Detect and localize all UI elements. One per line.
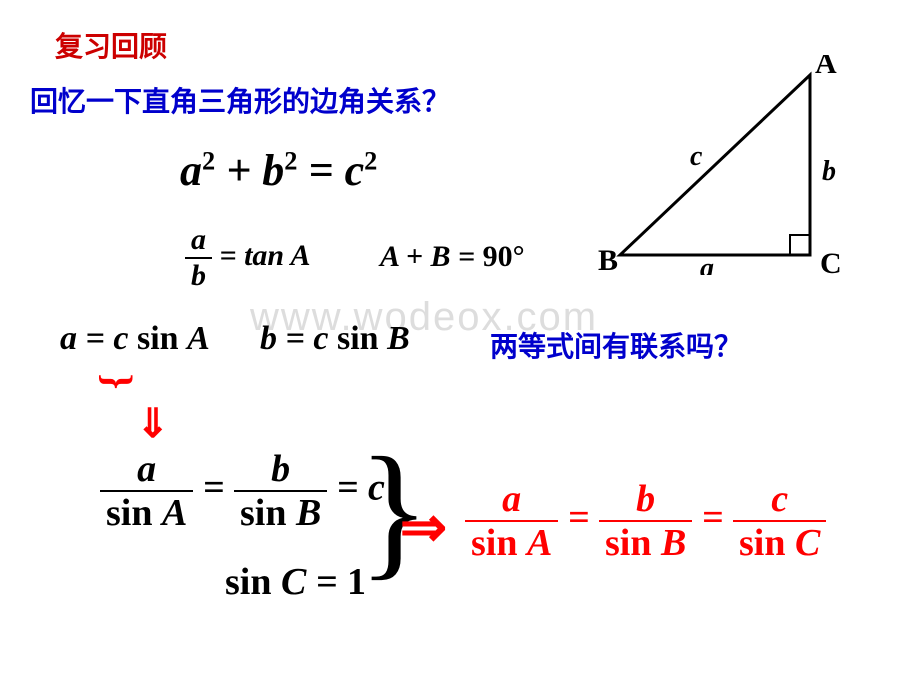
eq1: = (193, 467, 234, 509)
arrow-down-icon: ⇓ (136, 400, 170, 447)
frac-3: c sin C (733, 480, 826, 562)
eq-b-csinB: b = c sin B (260, 320, 410, 358)
num: a (100, 450, 193, 490)
eq1: = (558, 497, 599, 539)
plus: + (215, 146, 262, 195)
section-title: 复习回顾 (55, 25, 167, 65)
eq: = (77, 320, 113, 357)
var-a: a (180, 146, 202, 195)
arrow-right-icon: ⇒ (400, 495, 447, 560)
b: b (260, 320, 277, 357)
svg-text:a: a (700, 253, 714, 275)
svg-text:A: A (815, 55, 837, 80)
frac-1: a sin A (100, 450, 193, 532)
frac-2: b sin B (599, 480, 692, 562)
A: A (380, 240, 398, 273)
sq2: 2 (284, 145, 297, 175)
triangle-diagram: A B Ca b c (590, 55, 840, 275)
plus: + (398, 240, 430, 273)
den: sin C (733, 520, 826, 562)
question-1: 回忆一下直角三角形的边角关系？ (30, 80, 450, 120)
den: sin A (465, 520, 558, 562)
num: a (465, 480, 558, 520)
underbrace-icon: } (94, 374, 141, 390)
svg-text:B: B (598, 244, 618, 275)
eq-law-of-sines: a sin A = b sin B = c sin C (465, 480, 826, 562)
eq: = tan (212, 239, 291, 272)
sin: sin (128, 320, 187, 357)
frac-ab: a b (185, 225, 212, 291)
eq: = (450, 240, 482, 273)
var-b: b (262, 146, 284, 195)
sin: sin (225, 561, 281, 603)
den: sin A (100, 490, 193, 532)
num: b (599, 480, 692, 520)
eq-a-csinA: a = c sin A (60, 320, 210, 358)
frac-1: a sin A (465, 480, 558, 562)
triangle-svg: A B Ca b c (590, 55, 840, 275)
eq-chain-black: a sin A = b sin B = c (100, 450, 385, 532)
c: c (113, 320, 128, 357)
den: sin B (599, 520, 692, 562)
c: c (313, 320, 328, 357)
den-b: b (185, 257, 212, 291)
svg-text:b: b (822, 156, 836, 187)
eq-sinC-1: sin C = 1 (225, 560, 366, 604)
frac-2: b sin B (234, 450, 327, 532)
slide: www.wodeox.com 复习回顾 回忆一下直角三角形的边角关系？ a2 +… (0, 0, 920, 690)
question-2: 两等式间有联系吗？ (490, 325, 742, 365)
sin: sin (328, 320, 387, 357)
B: B (430, 240, 450, 273)
eq-tan: a b = tan A (185, 225, 311, 291)
ninety: 90° (483, 240, 525, 273)
sq3: 2 (364, 145, 377, 175)
eq: = (306, 561, 347, 603)
num-a: a (185, 225, 212, 257)
C: C (281, 561, 306, 603)
A: A (187, 320, 210, 357)
eq-pythagoras: a2 + b2 = c2 (180, 145, 377, 196)
svg-text:c: c (690, 141, 703, 172)
sq: 2 (202, 145, 215, 175)
eq2: = (692, 497, 733, 539)
var-c: c (345, 146, 365, 195)
eq: = (277, 320, 313, 357)
den: sin B (234, 490, 327, 532)
B: B (387, 320, 410, 357)
a: a (60, 320, 77, 357)
eq-angle-sum: A + B = 90° (380, 240, 525, 274)
A: A (291, 239, 311, 272)
num: b (234, 450, 327, 490)
svg-text:C: C (820, 247, 840, 275)
num: c (733, 480, 826, 520)
eq: = (297, 146, 344, 195)
